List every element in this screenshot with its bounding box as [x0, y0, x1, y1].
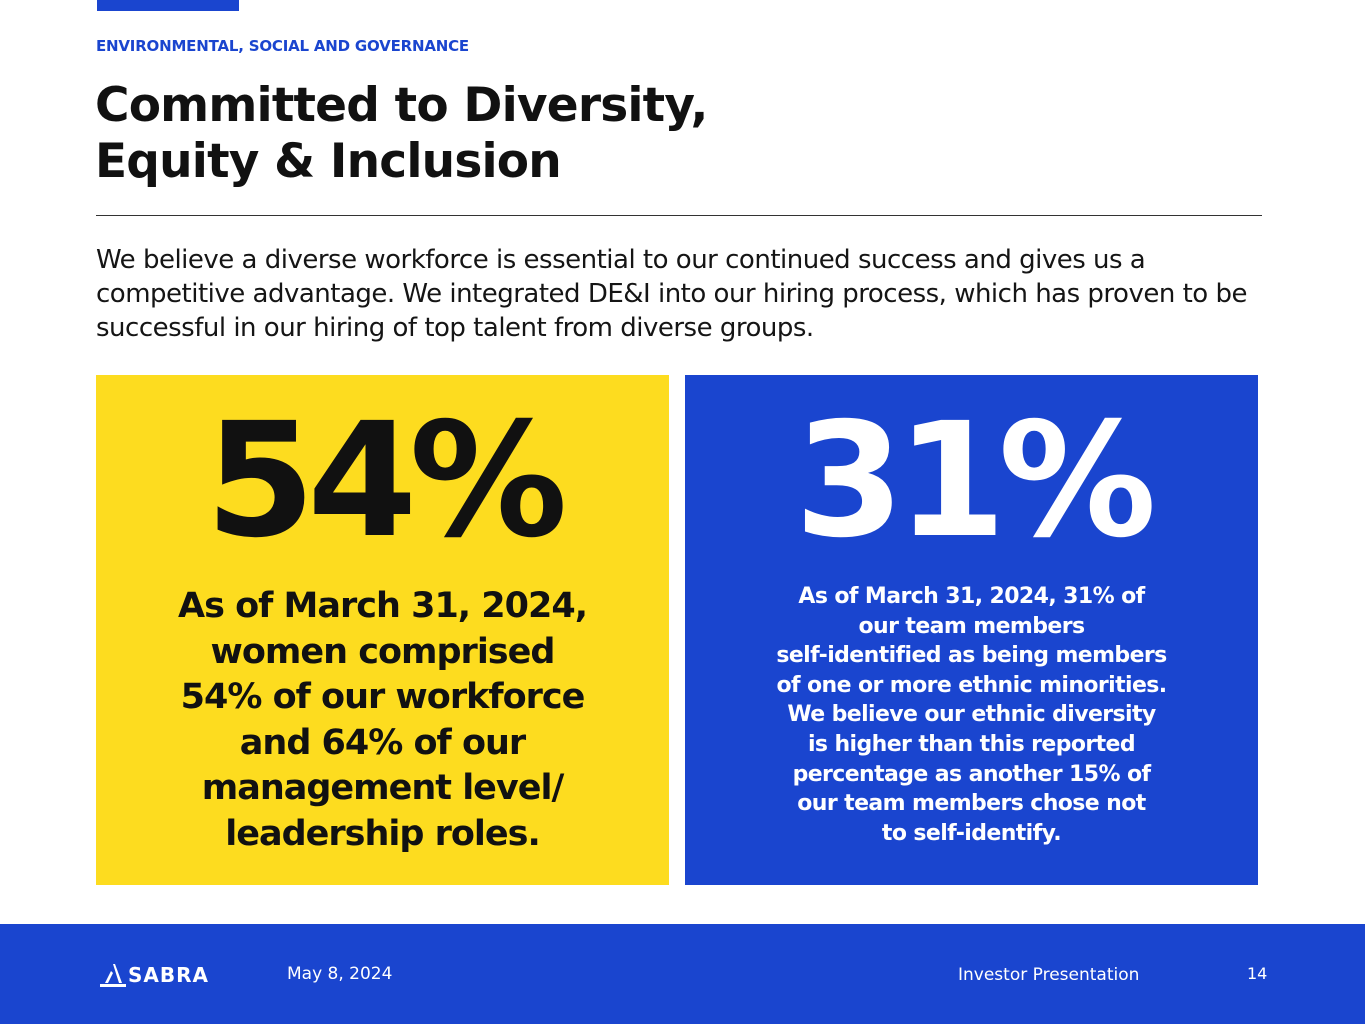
stat-line: our team members: [858, 613, 1086, 639]
stat-line: As of March 31, 2024, 31% of: [798, 584, 1145, 609]
logo-wordmark: SABRA: [128, 963, 210, 987]
page-title: Committed to Diversity, Equity & Inclusi…: [95, 78, 1195, 190]
stat-line: is higher than this reported: [807, 731, 1136, 757]
stat-line: of one or more ethnic minorities.: [776, 672, 1167, 698]
deck-title: Investor Presentation: [958, 965, 1140, 985]
top-accent-bar: [97, 0, 239, 11]
ethnic-minority-stat-description: As of March 31, 2024, 31% of our team me…: [725, 582, 1218, 848]
stat-line: our team members chose not: [797, 791, 1146, 817]
stat-line: women comprised: [210, 631, 556, 672]
title-line-1: Committed to Diversity,: [95, 78, 708, 133]
ethnic-minority-stat-value: 31%: [794, 389, 1156, 573]
intro-paragraph: We believe a diverse workforce is essent…: [96, 245, 1247, 343]
stat-line: management level/: [201, 768, 565, 808]
footer-bar: SABRA May 8, 2024 Investor Presentation …: [0, 924, 1365, 1024]
stat-line: and 64% of our: [239, 722, 526, 763]
stat-line: self-identified as being members: [776, 643, 1167, 669]
women-stat-card: 54% As of March 31, 2024, women comprise…: [96, 375, 669, 885]
title-divider: [96, 215, 1262, 216]
title-line-2: Equity & Inclusion: [95, 134, 562, 189]
ethnic-minority-stat-card: 31% As of March 31, 2024, 31% of our tea…: [685, 375, 1258, 885]
stat-line: 54% of our workforce: [180, 677, 586, 717]
stat-line: leadership roles.: [225, 813, 541, 854]
stat-line: As of March 31, 2024,: [177, 586, 588, 626]
sabra-logo-icon: [100, 964, 126, 987]
page-number: 14: [1247, 964, 1268, 983]
presentation-date: May 8, 2024: [287, 964, 393, 984]
stat-line: We believe our ethnic diversity: [787, 702, 1156, 728]
women-stat-value: 54%: [205, 389, 567, 573]
women-stat-description: As of March 31, 2024, women comprised 54…: [136, 584, 629, 857]
section-eyebrow: ENVIRONMENTAL, SOCIAL AND GOVERNANCE: [96, 37, 469, 55]
sabra-logo: SABRA: [100, 962, 209, 988]
stat-line: to self-identify.: [881, 820, 1062, 846]
stat-line: percentage as another 15% of: [792, 761, 1151, 787]
